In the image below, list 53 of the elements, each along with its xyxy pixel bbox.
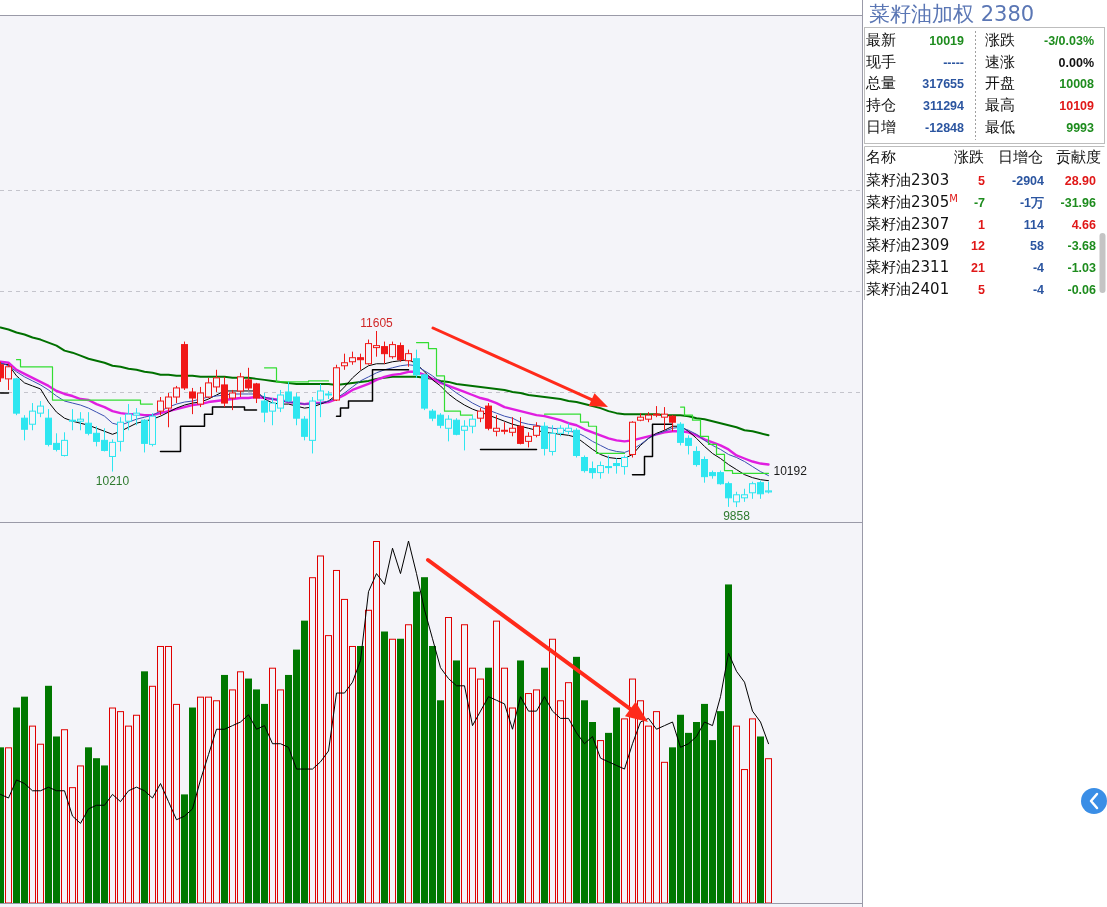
text: 涨跌	[985, 31, 1015, 49]
text: 日增	[866, 117, 896, 136]
text: 开盘	[985, 74, 1015, 93]
text: 317655	[922, 77, 965, 92]
text: -3/0.03%	[1043, 34, 1094, 48]
text: 21	[971, 261, 986, 276]
text: 12	[971, 239, 986, 254]
text: 日增仓	[998, 148, 1043, 166]
text: 菜籽油2307	[866, 214, 950, 233]
text: 最新	[866, 31, 896, 49]
data-label: 10192	[773, 464, 808, 479]
text: -3.68	[1067, 239, 1097, 254]
text: 10109	[1059, 99, 1095, 114]
text: -31.96	[1060, 195, 1097, 210]
text: 1	[978, 217, 986, 232]
text: 10008	[1059, 77, 1095, 92]
text: 58	[1030, 239, 1045, 254]
text: 名称	[866, 148, 896, 166]
text: 菜籽油2303	[866, 171, 950, 189]
text: 菜籽油2305$^{M}$	[866, 192, 958, 211]
text: -7	[973, 195, 986, 210]
text: -1万	[1019, 195, 1044, 210]
text: -1.03	[1067, 261, 1097, 276]
text: 0.00%	[1058, 55, 1094, 70]
text: -12848	[925, 120, 965, 135]
text: 28.90	[1064, 174, 1097, 188]
text: 4.66	[1071, 217, 1097, 232]
text: 最高	[985, 96, 1015, 115]
text: 114	[1023, 217, 1045, 232]
text: 9993	[1066, 120, 1095, 135]
annotation: 11605	[360, 315, 394, 330]
annotation: 10210	[95, 473, 130, 488]
annotation: 9858	[723, 509, 751, 524]
text: 311294	[922, 99, 965, 114]
text: -4	[1032, 261, 1045, 276]
text: 菜籽油加权 2380	[869, 2, 1035, 26]
text: 涨跌	[954, 148, 984, 166]
text: 现手	[866, 52, 896, 71]
text: -2904	[1012, 174, 1045, 188]
text: 5	[978, 174, 986, 188]
text: 菜籽油2401	[866, 280, 950, 298]
text: 菜籽油2311	[866, 258, 950, 277]
text: -----	[943, 55, 964, 70]
text: 5	[978, 283, 986, 297]
text: 最低	[985, 117, 1015, 136]
text: -4	[1032, 283, 1045, 297]
text: 10019	[929, 34, 965, 48]
text: -0.06	[1067, 283, 1097, 297]
text: 总量	[865, 74, 896, 93]
text: 速涨	[985, 52, 1015, 71]
text: 贡献度	[1056, 148, 1101, 166]
text: 菜籽油2309	[866, 236, 950, 255]
text: 持仓	[866, 96, 896, 115]
